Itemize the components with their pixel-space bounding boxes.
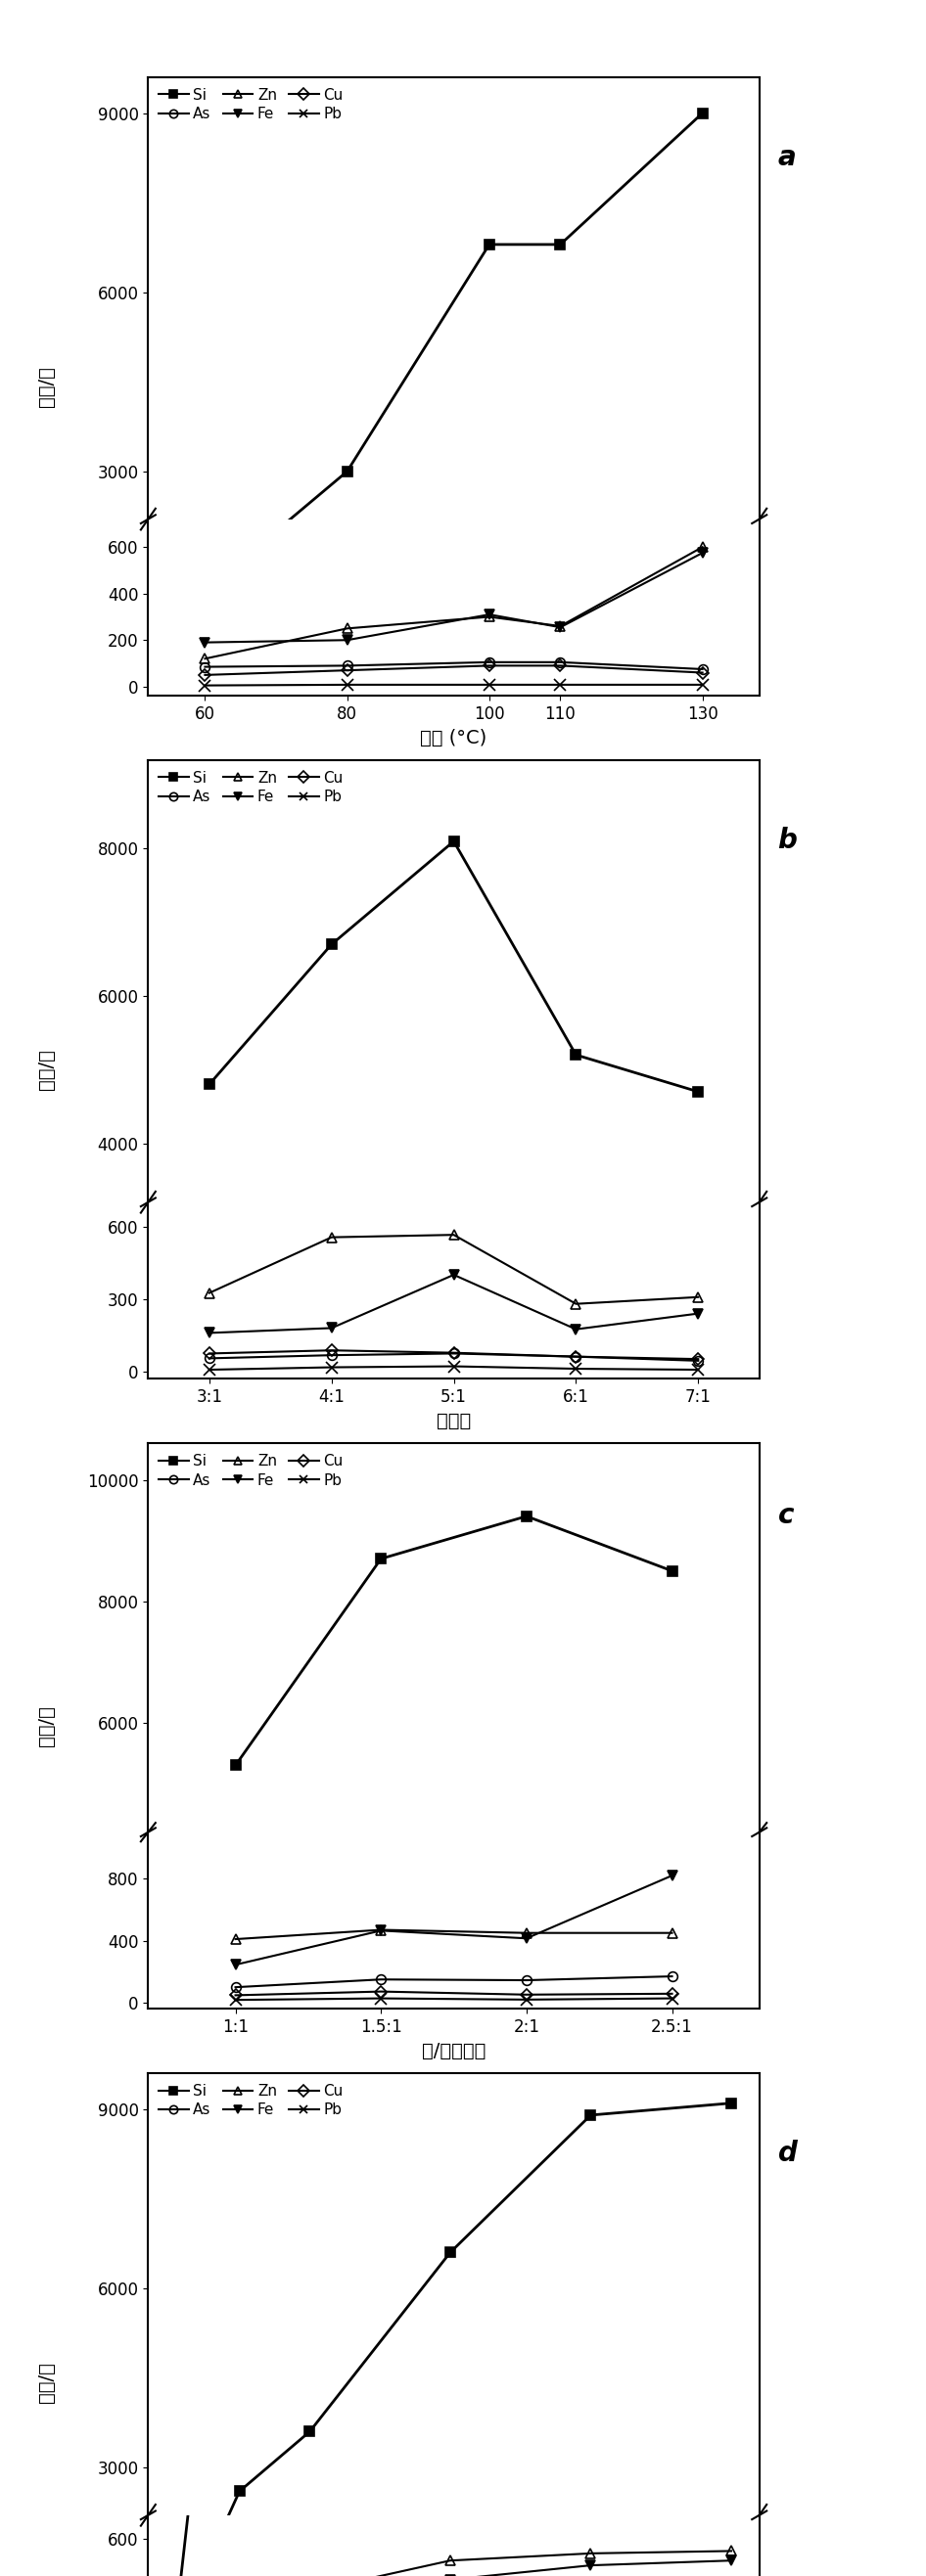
X-axis label: 温度 (°C): 温度 (°C) bbox=[420, 729, 487, 747]
Text: a: a bbox=[778, 144, 796, 170]
X-axis label: 砌/渣质量比: 砌/渣质量比 bbox=[421, 2040, 486, 2061]
Text: 毫克/升: 毫克/升 bbox=[37, 1048, 56, 1090]
Text: 毫克/升: 毫克/升 bbox=[37, 2362, 56, 2403]
X-axis label: 液固比: 液固比 bbox=[436, 1412, 471, 1430]
Text: b: b bbox=[778, 827, 797, 855]
Text: 毫克/升: 毫克/升 bbox=[37, 1705, 56, 1747]
Legend: Si, As, Zn, Fe, Cu, Pb: Si, As, Zn, Fe, Cu, Pb bbox=[156, 768, 346, 809]
Legend: Si, As, Zn, Fe, Cu, Pb: Si, As, Zn, Fe, Cu, Pb bbox=[156, 85, 346, 124]
Text: 毫克/升: 毫克/升 bbox=[37, 366, 56, 407]
Text: c: c bbox=[778, 1502, 794, 1530]
Legend: Si, As, Zn, Fe, Cu, Pb: Si, As, Zn, Fe, Cu, Pb bbox=[156, 2081, 346, 2120]
Text: d: d bbox=[778, 2141, 797, 2166]
Legend: Si, As, Zn, Fe, Cu, Pb: Si, As, Zn, Fe, Cu, Pb bbox=[156, 1450, 346, 1492]
